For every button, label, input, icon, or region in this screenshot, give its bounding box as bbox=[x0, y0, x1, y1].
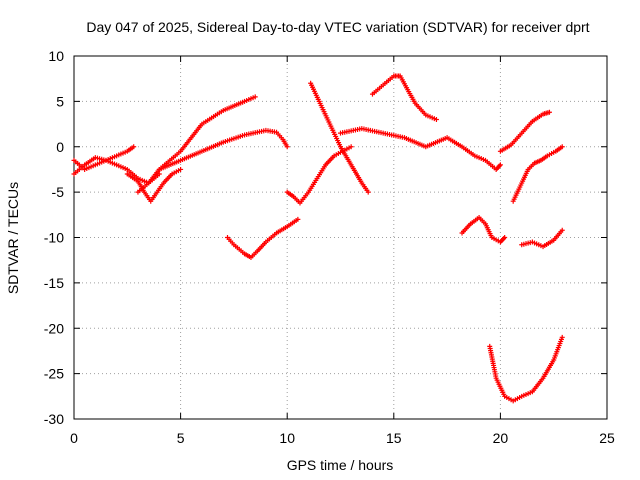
data-point-marker bbox=[559, 227, 565, 233]
series-arc-9 bbox=[369, 73, 439, 123]
data-point-marker bbox=[559, 144, 565, 150]
series-arc-11 bbox=[497, 109, 552, 154]
x-tick-label: 10 bbox=[279, 430, 295, 446]
series-arc-3 bbox=[124, 166, 184, 204]
data-point-marker bbox=[348, 144, 354, 150]
axis-ticks bbox=[73, 55, 608, 420]
data-point-marker bbox=[433, 117, 439, 123]
series-arc-8 bbox=[308, 80, 371, 195]
y-tick-label: 10 bbox=[48, 48, 64, 64]
series-arc-10 bbox=[338, 126, 503, 172]
y-tick-label: -5 bbox=[52, 184, 65, 200]
data-point-marker bbox=[178, 166, 184, 172]
data-point-marker bbox=[502, 235, 508, 240]
x-tick-labels: 0 5 10 15 20 25 bbox=[70, 430, 615, 446]
y-tick-label: 5 bbox=[56, 93, 64, 109]
series-arc-14 bbox=[519, 227, 565, 250]
data-point-marker bbox=[365, 189, 371, 195]
series-arc-5 bbox=[156, 127, 290, 172]
grid-lines bbox=[74, 56, 607, 419]
y-tick-label: 0 bbox=[56, 139, 64, 155]
series-arc-4 bbox=[135, 94, 258, 195]
data-point-marker bbox=[559, 334, 565, 340]
y-axis-label: SDTVAR / TECUs bbox=[5, 182, 21, 294]
x-axis-label: GPS time / hours bbox=[287, 457, 394, 473]
series-arc-7 bbox=[284, 144, 354, 206]
y-tick-labels: 10 5 0 -5 -10 -15 -20 -25 -30 bbox=[44, 48, 64, 427]
data-point-marker bbox=[284, 144, 290, 150]
series-arc-12 bbox=[459, 215, 508, 245]
series-arc-6 bbox=[225, 216, 301, 260]
chart-title: Day 047 of 2025, Sidereal Day-to-day VTE… bbox=[86, 19, 589, 35]
data-point-marker bbox=[497, 162, 503, 168]
x-tick-label: 15 bbox=[386, 430, 402, 446]
y-tick-label: -10 bbox=[44, 230, 64, 246]
x-tick-label: 5 bbox=[177, 430, 185, 446]
y-tick-label: -15 bbox=[44, 275, 64, 291]
y-tick-label: -30 bbox=[44, 411, 64, 427]
data-point-marker bbox=[546, 109, 552, 115]
series-arc-15 bbox=[487, 334, 565, 404]
series-arc-13 bbox=[510, 144, 565, 204]
x-tick-label: 20 bbox=[493, 430, 509, 446]
data-point-marker bbox=[295, 216, 301, 222]
data-point-marker bbox=[252, 94, 258, 100]
y-tick-label: -25 bbox=[44, 366, 64, 382]
plot-frame bbox=[73, 55, 608, 420]
data-point-marker bbox=[131, 144, 137, 150]
x-tick-label: 0 bbox=[70, 430, 78, 446]
y-tick-label: -20 bbox=[44, 320, 64, 336]
data-series bbox=[71, 73, 565, 404]
x-tick-label: 25 bbox=[599, 430, 615, 446]
